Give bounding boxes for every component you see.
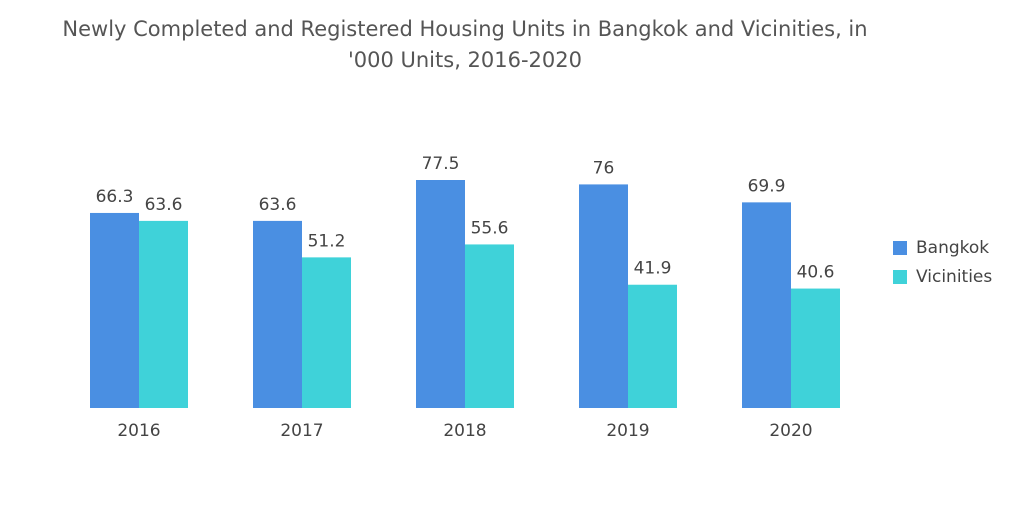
value-label: 40.6 <box>797 263 835 283</box>
chart-title: Newly Completed and Registered Housing U… <box>62 17 868 72</box>
legend-label: Bangkok <box>916 238 989 258</box>
value-label: 77.5 <box>422 154 460 174</box>
legend-swatch <box>893 270 907 284</box>
bar <box>628 284 677 408</box>
bar <box>579 184 628 408</box>
x-tick-label: 2020 <box>769 421 812 441</box>
x-tick-label: 2017 <box>280 421 323 441</box>
value-label: 51.2 <box>308 231 346 251</box>
value-label: 69.9 <box>748 176 786 196</box>
value-label: 41.9 <box>634 259 672 279</box>
bar <box>90 212 139 408</box>
value-label: 66.3 <box>96 187 134 207</box>
value-label: 55.6 <box>471 218 509 238</box>
bar <box>742 202 791 408</box>
x-tick-label: 2016 <box>117 421 160 441</box>
value-label: 76 <box>593 158 615 178</box>
legend-swatch <box>893 241 907 255</box>
x-tick-label: 2018 <box>443 421 486 441</box>
bar <box>253 220 302 408</box>
bar <box>139 220 188 408</box>
value-label: 63.6 <box>145 195 183 215</box>
x-tick-label: 2019 <box>606 421 649 441</box>
bar <box>416 180 465 408</box>
bar <box>791 288 840 408</box>
bar <box>302 257 351 408</box>
bar <box>465 244 514 408</box>
value-label: 63.6 <box>259 195 297 215</box>
legend-label: Vicinities <box>916 267 992 287</box>
